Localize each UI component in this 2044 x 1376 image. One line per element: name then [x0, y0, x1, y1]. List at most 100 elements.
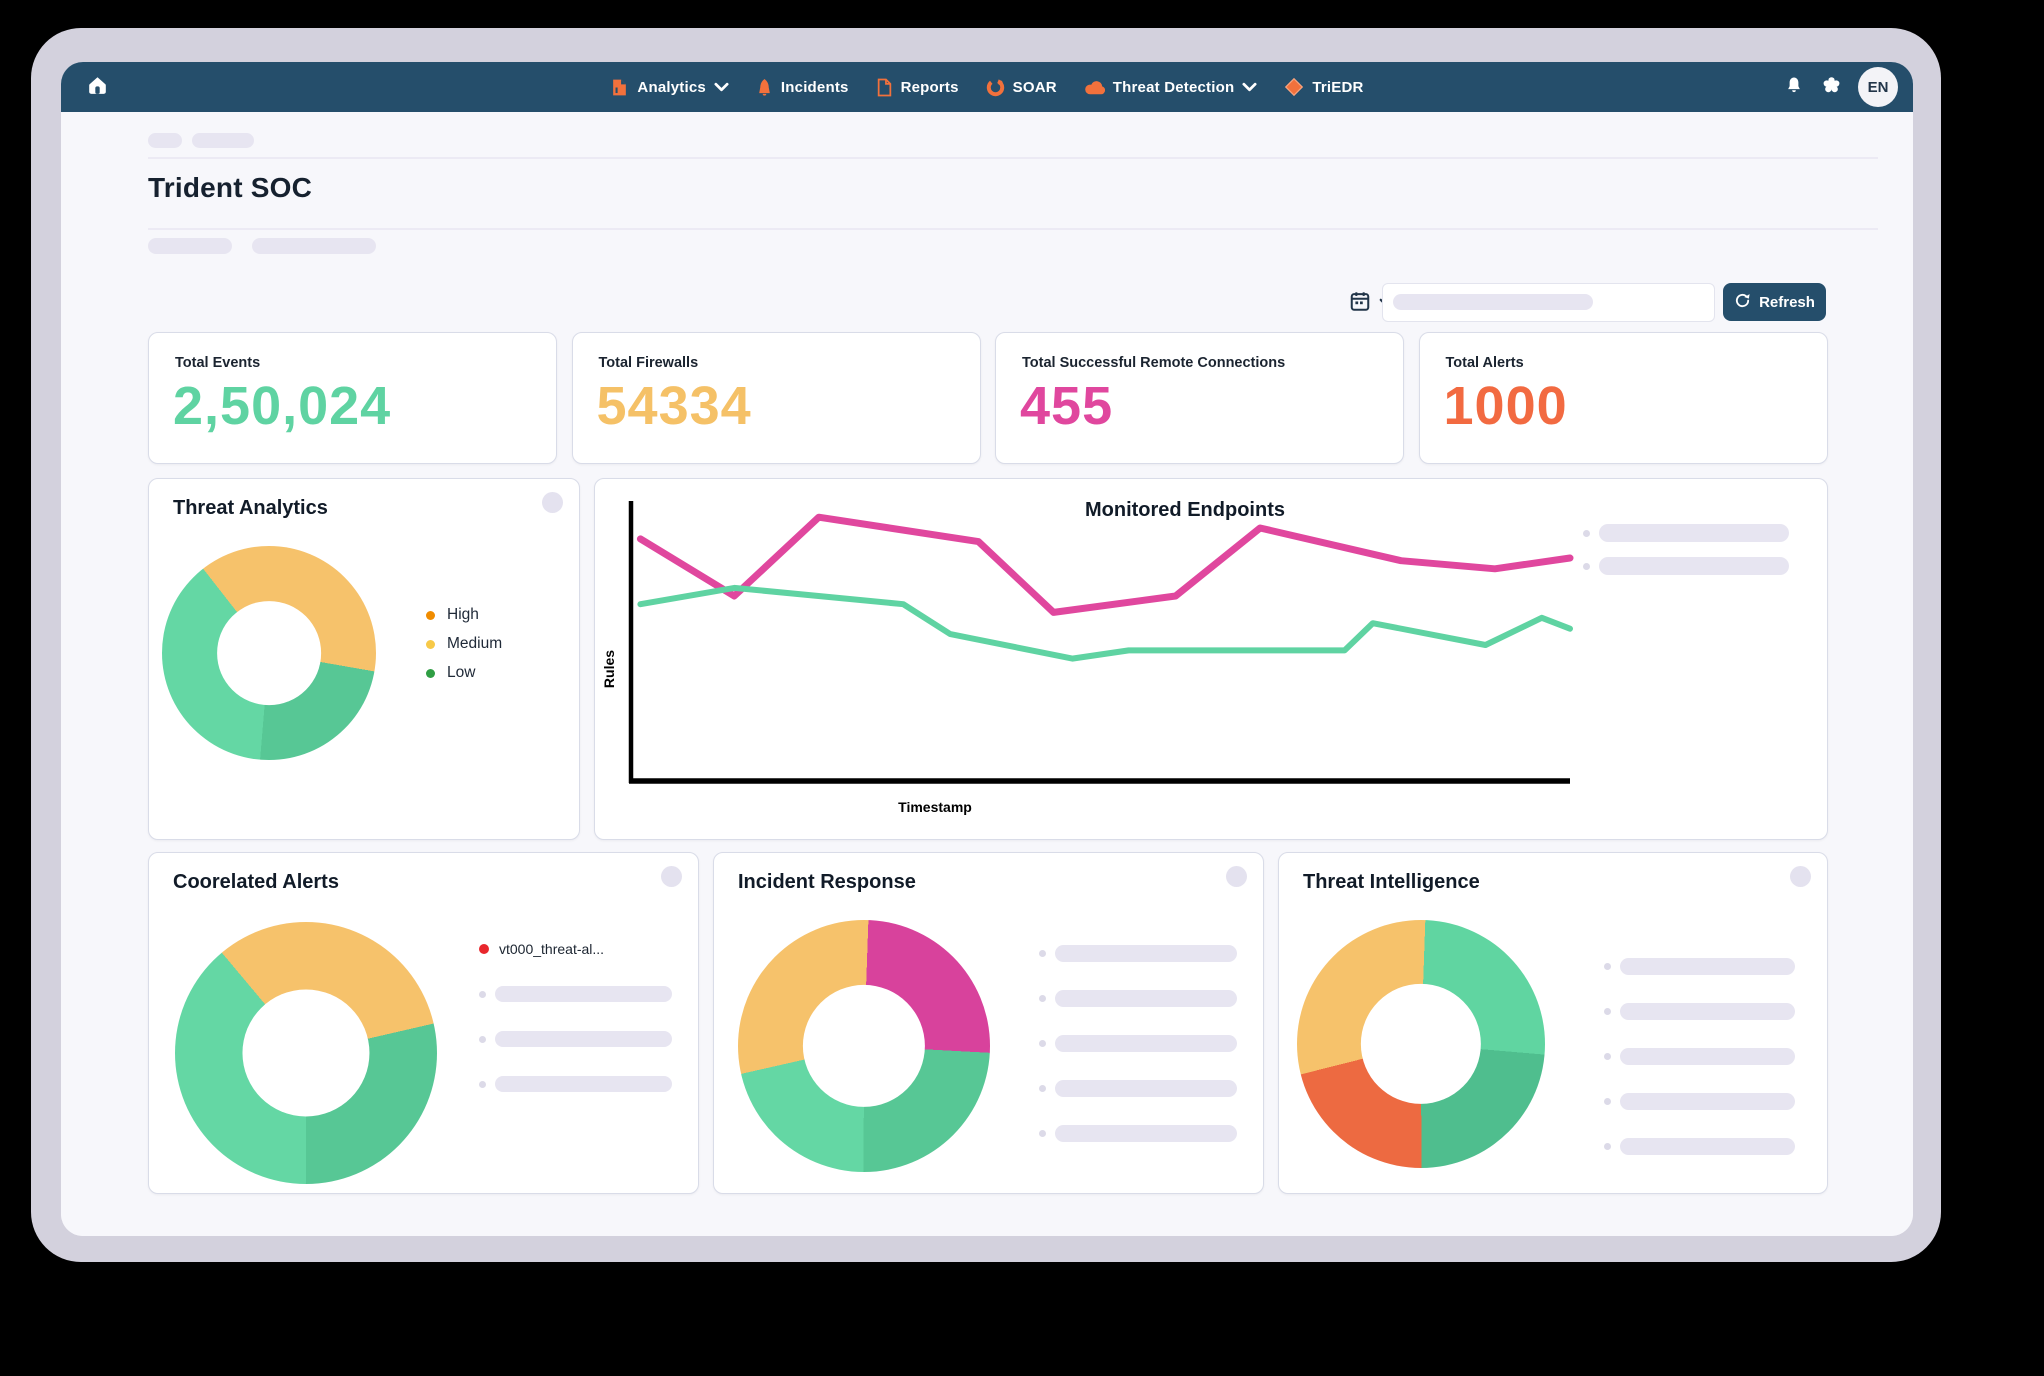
- legend-label: Medium: [447, 635, 503, 652]
- legend-pill-skeleton: [1055, 990, 1237, 1007]
- legend-item: vt000_threat-al...: [479, 941, 672, 957]
- refresh-icon: [1734, 292, 1751, 313]
- incident-response-legend: [1039, 945, 1237, 1142]
- stat-label: Total Events: [175, 355, 261, 371]
- line-series-endpoints-pink: [636, 513, 1574, 616]
- nav-item-label: Incidents: [780, 78, 849, 96]
- incident-response-panel: Incident Response: [713, 852, 1264, 1194]
- threat-intelligence-donut-chart: [1297, 920, 1545, 1168]
- legend-dot-skeleton: [1039, 1130, 1046, 1137]
- stat-card-total-firewalls: Total Firewalls 54334: [571, 332, 981, 464]
- user-avatar[interactable]: EN: [1858, 67, 1898, 107]
- legend-dot-skeleton: [1583, 529, 1590, 537]
- dashboard-content: Trident SOC Refresh Total Events 2,50,024…: [61, 112, 1913, 1236]
- divider: [148, 228, 1878, 230]
- monitored-endpoints-legend: [1583, 524, 1789, 575]
- stat-label: Total Alerts: [1445, 355, 1524, 371]
- legend-dot-skeleton: [1039, 950, 1046, 957]
- panel-title: Threat Intelligence: [1303, 871, 1480, 893]
- nav-item-reports[interactable]: Reports: [876, 78, 959, 97]
- legend-skeleton-row: [1583, 524, 1789, 542]
- legend-dot-skeleton: [1604, 1098, 1611, 1105]
- legend-skeleton-row: [479, 986, 672, 1002]
- top-navbar: Analytics Incidents Reports SOAR Threat Dete…: [61, 62, 1913, 112]
- soar-icon: [986, 78, 1005, 97]
- nav-item-label: SOAR: [1012, 78, 1057, 96]
- apps-icon: [1822, 76, 1841, 98]
- legend-dot-skeleton: [479, 1080, 486, 1088]
- legend-skeleton-row: [1039, 945, 1237, 962]
- panel-menu-skeleton: [1226, 866, 1247, 887]
- reports-icon: [876, 78, 893, 97]
- app-window: Analytics Incidents Reports SOAR Threat Dete…: [61, 62, 1913, 1236]
- panel-menu-skeleton: [1790, 866, 1811, 887]
- stat-card-total-alerts: Total Alerts 1000: [1418, 332, 1828, 464]
- home-icon: [87, 75, 108, 99]
- device-frame: Analytics Incidents Reports SOAR Threat Dete…: [31, 28, 1941, 1262]
- legend-skeleton-row: [1039, 1035, 1237, 1052]
- analytics-icon: [610, 78, 629, 97]
- legend-pill-skeleton: [1599, 524, 1789, 542]
- panel-menu-skeleton: [542, 492, 563, 513]
- legend-skeleton-row: [479, 1076, 672, 1092]
- coorelated-alerts-panel: Coorelated Alerts vt000_threat-al...: [148, 852, 699, 1194]
- date-range-input[interactable]: [1382, 283, 1715, 322]
- nav-item-threat-detection[interactable]: Threat Detection: [1084, 78, 1258, 96]
- monitored-endpoints-panel: Monitored Endpoints Rules Timestamp: [594, 478, 1828, 840]
- legend-pill-skeleton: [1055, 945, 1237, 962]
- legend-dot: [426, 639, 435, 649]
- legend-label: vt000_threat-al...: [499, 941, 605, 957]
- line-series-endpoints-green: [637, 584, 1573, 662]
- legend-dot-skeleton: [479, 990, 486, 998]
- stat-value: 1000: [1443, 376, 1568, 436]
- donut-hole: [1360, 983, 1482, 1105]
- chevron-down-icon: [714, 82, 729, 92]
- legend-item-low: Low: [426, 664, 502, 682]
- legend-skeleton-row: [1039, 990, 1237, 1007]
- legend-pill-skeleton: [495, 1031, 672, 1047]
- page-title: Trident SOC: [148, 172, 312, 203]
- incidents-icon: [756, 78, 773, 97]
- legend-pill-skeleton: [1055, 1035, 1237, 1052]
- legend-pill-skeleton: [1620, 1093, 1795, 1110]
- coorelated-alerts-donut-chart: [175, 922, 437, 1184]
- refresh-button[interactable]: Refresh: [1723, 283, 1826, 321]
- apps-button[interactable]: [1820, 74, 1843, 100]
- threat-detection-icon: [1084, 78, 1105, 96]
- legend-skeleton-row: [1604, 1003, 1795, 1020]
- alert-dot: [479, 944, 489, 954]
- navbar-right: EN: [1783, 62, 1898, 112]
- notifications-button[interactable]: [1783, 74, 1805, 100]
- nav-item-soar[interactable]: SOAR: [986, 78, 1057, 97]
- legend-dot-skeleton: [1039, 1040, 1046, 1047]
- nav-item-label: TriEDR: [1312, 78, 1364, 96]
- legend-label: High: [447, 606, 479, 623]
- threat-intelligence-panel: Threat Intelligence: [1278, 852, 1828, 1194]
- nav-item-analytics[interactable]: Analytics: [610, 78, 729, 97]
- legend-skeleton-row: [1039, 1080, 1237, 1097]
- donut-hole: [242, 989, 370, 1117]
- threat-analytics-legend: High Medium Low: [426, 606, 502, 682]
- panel-menu-skeleton: [661, 866, 682, 887]
- legend-item-medium: Medium: [426, 635, 502, 653]
- legend-pill-skeleton: [1620, 1048, 1795, 1065]
- legend-skeleton-row: [1604, 958, 1795, 975]
- threat-intelligence-legend: [1604, 958, 1795, 1155]
- legend-dot-skeleton: [1604, 1008, 1611, 1015]
- nav-item-triedr[interactable]: TriEDR: [1284, 77, 1363, 97]
- threat-analytics-donut-chart: [162, 546, 376, 760]
- incident-response-donut-chart: [738, 920, 990, 1172]
- home-button[interactable]: [79, 62, 116, 112]
- monitored-endpoints-line-chart: [628, 501, 1574, 784]
- legend-pill-skeleton: [495, 986, 672, 1002]
- subtitle-skeleton: [148, 238, 232, 254]
- legend-dot-skeleton: [1604, 1143, 1611, 1150]
- legend-skeleton-row: [1604, 1093, 1795, 1110]
- nav-item-incidents[interactable]: Incidents: [756, 78, 849, 97]
- legend-pill-skeleton: [1055, 1125, 1237, 1142]
- nav-item-label: Analytics: [637, 78, 706, 96]
- legend-skeleton-row: [1583, 557, 1789, 575]
- legend-dot-skeleton: [1039, 1085, 1046, 1092]
- breadcrumb-skeleton: [148, 133, 182, 148]
- chevron-down-icon: [1242, 82, 1257, 92]
